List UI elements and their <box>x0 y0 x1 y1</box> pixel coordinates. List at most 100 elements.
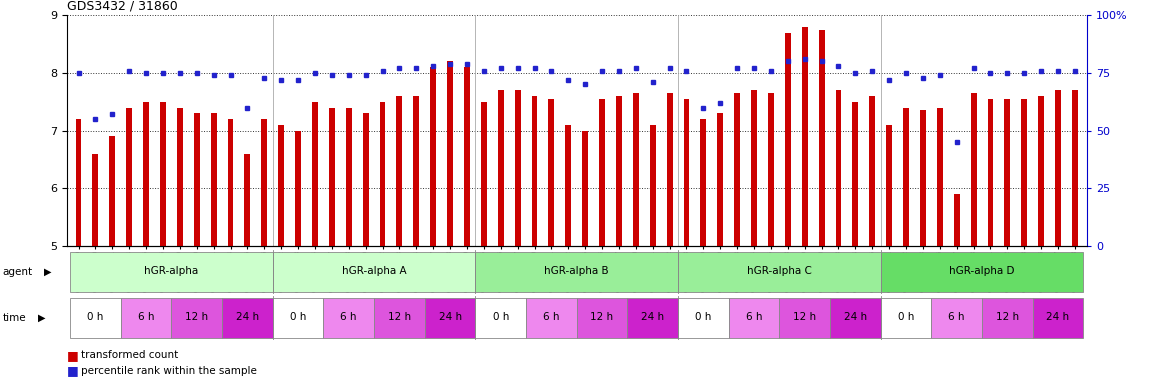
Bar <box>413 96 420 246</box>
Text: 6 h: 6 h <box>340 312 356 322</box>
Bar <box>296 131 301 246</box>
Bar <box>346 108 352 246</box>
Text: 6 h: 6 h <box>949 312 965 322</box>
Bar <box>374 298 424 338</box>
Bar <box>498 90 504 246</box>
Bar <box>126 108 132 246</box>
Bar <box>734 93 741 246</box>
Bar <box>881 298 932 338</box>
Bar <box>869 96 875 246</box>
Text: 0 h: 0 h <box>898 312 914 322</box>
Text: 24 h: 24 h <box>1046 312 1070 322</box>
Bar <box>526 298 576 338</box>
Bar <box>261 119 267 246</box>
Text: ▶: ▶ <box>44 266 52 277</box>
Text: hGR-alpha C: hGR-alpha C <box>748 266 812 276</box>
Text: 0 h: 0 h <box>492 312 509 322</box>
Bar <box>881 252 1083 291</box>
Bar <box>228 119 233 246</box>
Bar <box>576 298 628 338</box>
Bar <box>273 252 475 291</box>
Bar <box>475 298 526 338</box>
Bar <box>143 102 150 246</box>
Bar <box>650 125 655 246</box>
Bar <box>92 154 99 246</box>
Bar <box>121 298 171 338</box>
Text: 12 h: 12 h <box>793 312 816 322</box>
Bar <box>819 30 825 246</box>
Bar <box>245 154 251 246</box>
Bar <box>531 96 537 246</box>
Text: GDS3432 / 31860: GDS3432 / 31860 <box>67 0 177 13</box>
Text: 6 h: 6 h <box>746 312 762 322</box>
Text: 6 h: 6 h <box>138 312 154 322</box>
Bar <box>177 108 183 246</box>
Text: hGR-alpha: hGR-alpha <box>144 266 199 276</box>
Text: time: time <box>2 313 26 323</box>
Text: 24 h: 24 h <box>844 312 867 322</box>
Bar <box>751 90 757 246</box>
Bar <box>109 136 115 246</box>
Bar <box>932 298 982 338</box>
Bar <box>515 90 521 246</box>
Text: 12 h: 12 h <box>388 312 411 322</box>
Bar <box>362 113 369 246</box>
Bar <box>76 119 82 246</box>
Bar <box>628 298 678 338</box>
Bar <box>632 93 638 246</box>
Text: percentile rank within the sample: percentile rank within the sample <box>81 366 256 376</box>
Bar <box>784 33 791 246</box>
Bar <box>903 108 908 246</box>
Bar <box>1055 90 1061 246</box>
Text: 12 h: 12 h <box>996 312 1019 322</box>
Text: 12 h: 12 h <box>590 312 614 322</box>
Bar <box>971 93 976 246</box>
Bar <box>920 111 926 246</box>
Bar <box>397 96 402 246</box>
Bar <box>160 102 166 246</box>
Bar <box>683 99 690 246</box>
Bar <box>599 99 605 246</box>
Bar <box>937 108 943 246</box>
Bar <box>678 252 881 291</box>
Bar <box>194 113 200 246</box>
Bar <box>447 61 453 246</box>
Bar <box>424 298 475 338</box>
Text: 24 h: 24 h <box>642 312 665 322</box>
Bar <box>273 298 323 338</box>
Bar <box>1004 99 1011 246</box>
Bar <box>582 131 588 246</box>
Bar <box>323 298 374 338</box>
Text: 0 h: 0 h <box>696 312 712 322</box>
Text: hGR-alpha B: hGR-alpha B <box>544 266 610 276</box>
Bar <box>718 113 723 246</box>
Bar <box>836 90 842 246</box>
Bar <box>463 67 470 246</box>
Text: 0 h: 0 h <box>290 312 306 322</box>
Text: ■: ■ <box>67 364 78 377</box>
Bar <box>982 298 1033 338</box>
Bar <box>780 298 830 338</box>
Bar <box>678 298 729 338</box>
Bar <box>729 298 780 338</box>
Bar <box>700 119 706 246</box>
Bar <box>380 102 385 246</box>
Text: agent: agent <box>2 266 32 277</box>
Bar <box>852 102 858 246</box>
Bar <box>70 298 121 338</box>
Text: hGR-alpha A: hGR-alpha A <box>342 266 406 276</box>
Bar <box>278 125 284 246</box>
Bar <box>1038 96 1044 246</box>
Bar <box>222 298 273 338</box>
Bar <box>70 252 273 291</box>
Bar <box>210 113 216 246</box>
Text: 24 h: 24 h <box>236 312 259 322</box>
Bar <box>475 252 678 291</box>
Bar <box>988 99 994 246</box>
Bar <box>171 298 222 338</box>
Bar <box>768 93 774 246</box>
Text: transformed count: transformed count <box>81 350 178 360</box>
Bar <box>329 108 335 246</box>
Bar <box>667 93 673 246</box>
Text: ▶: ▶ <box>38 313 46 323</box>
